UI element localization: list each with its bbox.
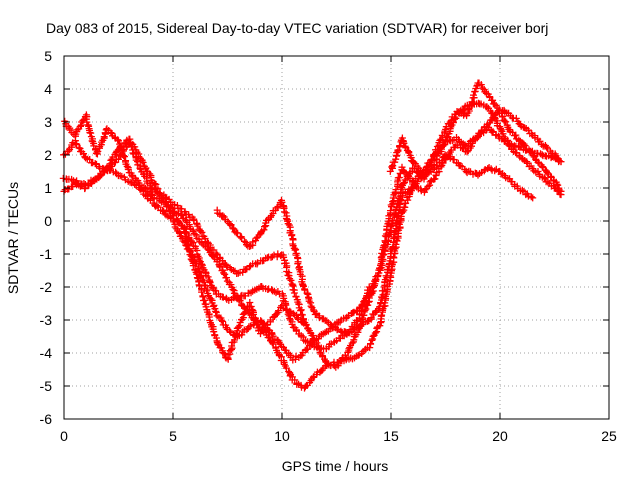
- plot-frame: [63, 55, 610, 420]
- series-sat-e: [213, 196, 373, 337]
- y-axis-title: SDTVAR / TECUs: [5, 182, 21, 294]
- y-tick-label: -4: [40, 345, 53, 361]
- series-markers: [61, 79, 565, 353]
- y-tick-label: -1: [40, 246, 53, 262]
- y-tick-label: -2: [40, 279, 53, 295]
- series-sat-g: [386, 134, 537, 202]
- x-tick-label: 0: [60, 428, 68, 444]
- series-markers: [213, 196, 373, 337]
- axis-ticks: 0 5 10 15 20 25 -6 -5 -4 -3 -2 -1 0 1 2 3 4 5: [40, 48, 617, 444]
- series-markers: [386, 134, 537, 202]
- y-tick-label: 4: [44, 81, 52, 97]
- y-tick-label: 2: [44, 147, 52, 163]
- y-tick-label: -3: [40, 312, 53, 328]
- series-markers: [180, 224, 308, 363]
- data-marks: [59, 79, 565, 392]
- y-tick-label: 0: [44, 213, 52, 229]
- chart-title: Day 083 of 2015, Sidereal Day-to-day VTE…: [46, 20, 548, 36]
- y-tick-label: -5: [40, 378, 53, 394]
- y-tick-label: 1: [44, 180, 52, 196]
- x-tick-label: 25: [601, 428, 617, 444]
- x-tick-label: 15: [383, 428, 399, 444]
- y-tick-label: 3: [44, 114, 52, 130]
- y-tick-label: -6: [40, 411, 53, 427]
- x-tick-label: 10: [274, 428, 290, 444]
- x-tick-label: 20: [492, 428, 508, 444]
- x-tick-label: 5: [169, 428, 177, 444]
- x-axis-title: GPS time / hours: [282, 458, 389, 474]
- series-sat-f: [180, 224, 308, 363]
- series-sat-d: [61, 79, 565, 353]
- y-tick-label: 5: [44, 48, 52, 64]
